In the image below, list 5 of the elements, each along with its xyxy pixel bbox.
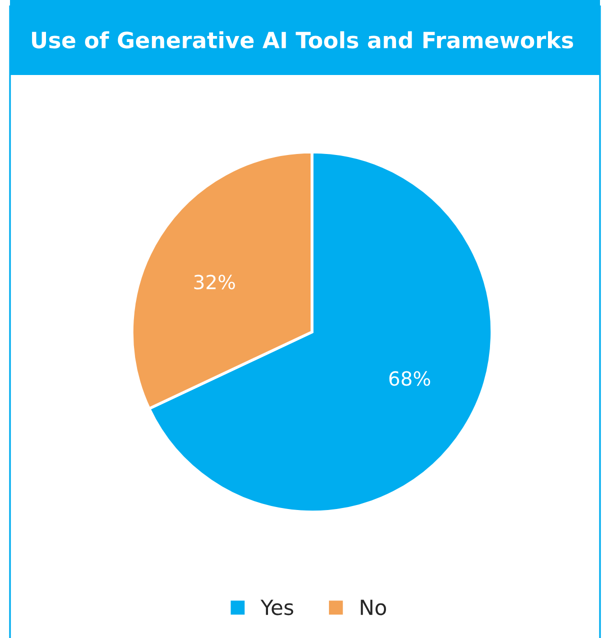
legend-label: Yes [260, 600, 294, 616]
chart-title: Use of Generative AI Tools and Frameworks [32, 31, 574, 48]
data-label: 68% [389, 371, 430, 386]
data-label: 32% [194, 274, 235, 290]
legend-label: No [360, 600, 386, 616]
